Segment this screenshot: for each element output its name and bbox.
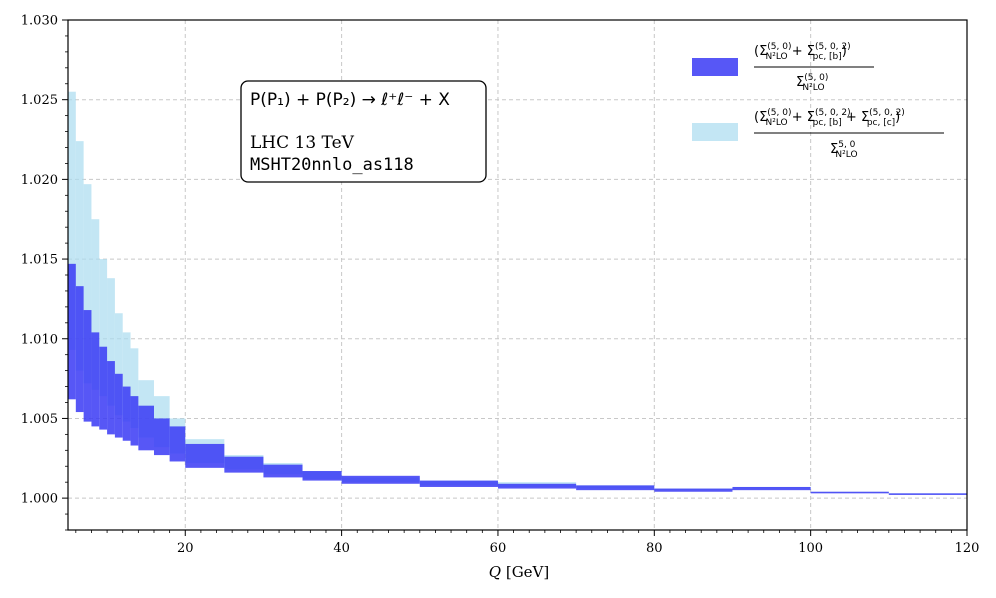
band-bin-series-2 (130, 348, 139, 428)
y-tick-label: 1.010 (21, 332, 58, 347)
annotation-energy: LHC 13 TeV (250, 133, 355, 153)
band-bin-series-1 (68, 263, 76, 400)
band-bin-series-2 (91, 219, 100, 390)
band-bin-series-1 (654, 488, 733, 492)
y-tick-label: 1.025 (21, 93, 58, 108)
y-tick-label: 1.000 (21, 492, 58, 507)
band-bin-series-1 (263, 464, 303, 478)
x-tick-label: 40 (333, 541, 350, 556)
y-tick-label: 1.005 (21, 412, 58, 427)
band-bin-series-1 (576, 485, 655, 491)
x-tick-label: 80 (646, 541, 663, 556)
band-bin-series-1 (153, 418, 170, 456)
annotation-process: P(P₁) + P(P₂) → ℓ⁺ℓ⁻ + X (250, 90, 450, 110)
legend-label-series-2: (Σ(5, 0) N²LO + Σ(5, 0, 2) pc, [b] + Σ(5, … (754, 108, 944, 160)
x-tick-label: 20 (177, 541, 194, 556)
band-bin-series-1 (122, 386, 131, 441)
band-bin-series-1 (419, 480, 498, 487)
legend-swatch-series-1 (692, 58, 738, 76)
legend: (Σ(5, 0) N²LO + Σ(5, 0, 2) pc, [b]) Σ(5, 0… (692, 42, 944, 160)
band-bin-series-1 (341, 475, 420, 484)
band-bin-series-1 (302, 471, 342, 481)
band-bin-series-2 (122, 332, 131, 422)
band-bin-series-2 (99, 259, 108, 397)
band-bin-series-1 (888, 493, 967, 495)
band-bin-series-1 (75, 286, 84, 413)
x-tick-label: 100 (798, 541, 823, 556)
annotation-box: P(P₁) + P(P₂) → ℓ⁺ℓ⁻ + X LHC 13 TeV MSHT… (240, 80, 487, 183)
band-bin-series-2 (114, 313, 123, 416)
band-bin-series-1 (91, 332, 100, 427)
band-bin-series-2 (107, 278, 115, 406)
band-bin-series-2 (68, 91, 76, 350)
band-bin-series-1 (185, 443, 225, 468)
band-bin-series-1 (810, 491, 889, 494)
svg-text:(Σ(5, 0)N²LO + Σ(5, 0, 2)pc, [: (Σ(5, 0) N²LO + Σ(5, 0, 2) pc, [b]) (754, 42, 851, 62)
y-tick-label: 1.030 (21, 14, 58, 29)
band-bin-series-1 (130, 396, 139, 446)
data-bands (68, 91, 967, 495)
y-tick-label: 1.015 (21, 253, 58, 268)
band-bin-series-1 (114, 373, 123, 438)
svg-text:Σ(5, 0)N²LO: Σ(5, 0) N²LO (796, 73, 828, 93)
legend-label-series-1: (Σ(5, 0) N²LO + Σ(5, 0, 2) pc, [b]) Σ(5, 0… (754, 42, 874, 93)
band-bin-series-1 (732, 486, 811, 491)
tick-labels: 20 40 60 80 100 120 1.000 1.005 1.010 1.015 1.020 1… (21, 14, 980, 557)
band-bin-series-1 (83, 310, 92, 422)
band-bin-series-2 (75, 141, 84, 371)
band-bin-series-1 (107, 361, 115, 435)
band-bin-series-1 (138, 405, 154, 451)
axis-ticks (62, 19, 968, 536)
band-bin-series-2 (83, 184, 92, 384)
legend-swatch-series-2 (692, 123, 738, 141)
x-axis-label: Q [GeV] (489, 563, 550, 581)
band-bin-series-1 (497, 483, 577, 489)
x-tick-label: 60 (490, 541, 507, 556)
band-bin-series-1 (99, 346, 108, 430)
band-bin-series-1 (224, 456, 264, 473)
svg-text:(Σ(5, 0)N²LO + Σ(5, 0, 2)pc, [: (Σ(5, 0) N²LO + Σ(5, 0, 2) pc, [b] + Σ(5, … (754, 108, 905, 128)
y-tick-label: 1.020 (21, 173, 58, 188)
annotation-pdf: MSHT20nnlo_as118 (250, 155, 414, 175)
x-tick-label: 120 (955, 541, 980, 556)
band-bin-series-1 (169, 426, 186, 462)
